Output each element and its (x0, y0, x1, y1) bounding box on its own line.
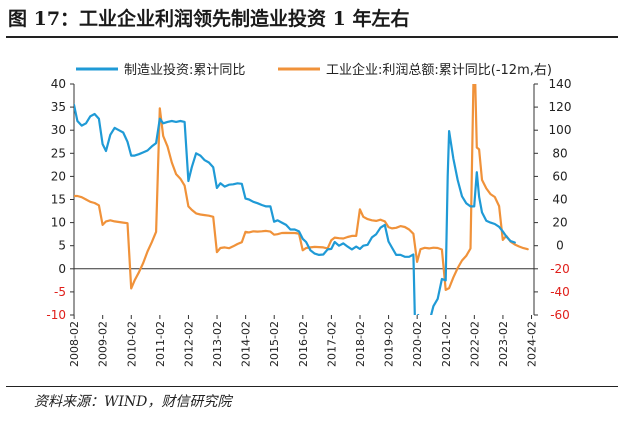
y-right-tick-label: -20 (550, 262, 570, 276)
x-tick-label: 2021-02 (440, 321, 453, 367)
x-tick-label: 2020-02 (411, 321, 424, 367)
x-tick-label: 2011-02 (154, 321, 167, 367)
y-right-tick-label: 0 (556, 239, 564, 253)
legend-label-series-1: 制造业投资:累计同比 (124, 62, 245, 78)
x-tick-label: 2012-02 (182, 321, 195, 367)
x-tick-label: 2023-02 (497, 321, 510, 367)
x-tick-label: 2016-02 (297, 321, 310, 367)
legend: 制造业投资:累计同比 工业企业:利润总额:累计同比(-12m,右) (76, 62, 552, 78)
y-right-tick-label: 20 (552, 216, 567, 230)
y-left-tick-label: 40 (51, 77, 66, 91)
y-right-tick-label: 140 (549, 77, 572, 91)
source-rule (6, 386, 618, 387)
x-tick-label: 2018-02 (354, 321, 367, 367)
y-right-tick-label: 120 (549, 100, 572, 114)
x-tick-label: 2024-02 (526, 321, 539, 367)
x-tick-label: 2019-02 (383, 321, 396, 367)
series-line-industrial-profit (74, 84, 529, 291)
x-tick-label: 2010-02 (125, 321, 138, 367)
y-right-tick-label: 60 (552, 169, 567, 183)
axes: -10 -5 0 5 10 15 20 25 30 35 40 -60 -40 -20 0 20 40 60 80 1… (46, 77, 571, 367)
x-tick-label: 2015-02 (268, 321, 281, 367)
x-tick-label: 2009-02 (97, 321, 110, 367)
figure-title: 图 17：工业企业利润领先制造业投资 1 年左右 (8, 8, 410, 30)
x-tick-label: 2008-02 (68, 321, 81, 367)
y-right-tick-label: 100 (549, 123, 572, 137)
y-left-tick-label: 30 (51, 123, 66, 137)
y-left-tick-label: -5 (54, 285, 66, 299)
y-left-tick-label: 25 (51, 146, 66, 160)
series-line-manufacturing-investment (74, 103, 516, 315)
y-left-tick-label: 10 (51, 216, 66, 230)
y-right-tick-label: -40 (550, 285, 570, 299)
y-right-tick-label: 40 (552, 193, 567, 207)
y-right-tick-label: -60 (550, 308, 570, 322)
x-tick-label: 2017-02 (325, 321, 338, 367)
line-chart: 制造业投资:累计同比 工业企业:利润总额:累计同比(-12m,右) -10 -5 0… (46, 62, 571, 367)
title-rule (6, 36, 618, 38)
y-right-tick-label: 80 (552, 146, 567, 160)
y-left-tick-label: 20 (51, 169, 66, 183)
series-layer (74, 84, 529, 315)
y-left-tick-label: 35 (51, 100, 66, 114)
y-left-tick-label: 15 (51, 193, 66, 207)
x-tick-label: 2013-02 (211, 321, 224, 367)
x-tick-label: 2014-02 (240, 321, 253, 367)
y-left-tick-label: 0 (58, 262, 66, 276)
legend-label-series-2: 工业企业:利润总额:累计同比(-12m,右) (326, 62, 552, 78)
x-tick-label: 2022-02 (468, 321, 481, 367)
source-note: 资料来源：WIND，财信研究院 (34, 394, 232, 410)
y-left-tick-label: -10 (46, 308, 66, 322)
y-left-tick-label: 5 (58, 239, 66, 253)
